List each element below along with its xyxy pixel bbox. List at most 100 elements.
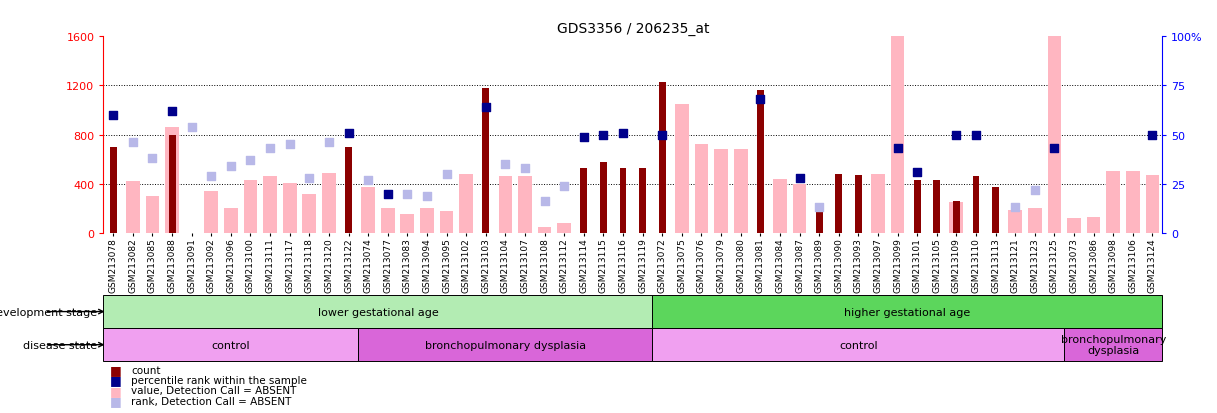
Point [162, 108, 181, 115]
Bar [675, 104, 689, 233]
Bar [695, 145, 708, 233]
Point [966, 132, 986, 139]
Point [1044, 146, 1064, 152]
Point [613, 130, 633, 137]
Bar [224, 209, 237, 233]
Point [947, 132, 966, 139]
Bar [792, 184, 807, 233]
Bar [166, 128, 179, 233]
Text: ■: ■ [110, 373, 122, 387]
Text: development stage: development stage [0, 307, 97, 317]
Point [103, 112, 123, 119]
Text: percentile rank within the sample: percentile rank within the sample [131, 375, 308, 385]
Point [574, 134, 594, 140]
Text: control: control [212, 340, 251, 350]
Bar [1064, 328, 1162, 361]
Point [338, 130, 358, 137]
Text: control: control [839, 340, 877, 350]
Point [515, 165, 534, 172]
Point [142, 155, 162, 162]
Bar [734, 150, 747, 233]
Bar [933, 180, 941, 233]
Bar [103, 328, 358, 361]
Text: ■: ■ [110, 363, 122, 376]
Bar [972, 177, 980, 233]
Bar [420, 209, 433, 233]
Point [183, 124, 202, 131]
Text: lower gestational age: lower gestational age [318, 307, 438, 317]
Bar [482, 89, 489, 233]
Point [476, 104, 495, 111]
Point [398, 191, 417, 197]
Bar [773, 179, 786, 233]
Bar [1126, 172, 1139, 233]
Bar [854, 176, 862, 233]
Bar [169, 135, 175, 233]
Text: ■: ■ [110, 384, 122, 397]
Bar [992, 188, 999, 233]
Bar [439, 211, 454, 233]
Bar [1048, 37, 1061, 233]
Bar [1028, 209, 1042, 233]
Bar [323, 173, 336, 233]
Bar [459, 174, 473, 233]
Point [241, 157, 260, 164]
Point [260, 146, 280, 152]
Bar [949, 203, 963, 233]
Bar [1009, 210, 1022, 233]
Point [495, 161, 515, 168]
Bar [204, 192, 218, 233]
Point [378, 191, 398, 197]
Text: ■: ■ [110, 394, 122, 407]
Bar [815, 211, 823, 233]
Text: value, Detection Call = ABSENT: value, Detection Call = ABSENT [131, 385, 297, 395]
Point [299, 175, 319, 182]
Point [1025, 187, 1044, 193]
Point [751, 97, 770, 103]
Bar [757, 91, 764, 233]
Bar [652, 295, 1162, 328]
Point [319, 140, 338, 146]
Point [437, 171, 456, 178]
Bar [518, 177, 532, 233]
Point [202, 173, 221, 180]
Bar [639, 169, 646, 233]
Bar [914, 180, 920, 233]
Text: bronchopulmonary dysplasia: bronchopulmonary dysplasia [425, 340, 585, 350]
Point [417, 193, 437, 199]
Point [358, 177, 377, 184]
Point [555, 183, 574, 190]
Text: disease state: disease state [23, 340, 97, 350]
Bar [835, 174, 842, 233]
Bar [619, 169, 627, 233]
Bar [871, 174, 885, 233]
Bar [538, 227, 551, 233]
Bar [581, 169, 588, 233]
Point [1143, 132, 1162, 139]
Point [123, 140, 142, 146]
Bar [658, 83, 666, 233]
Bar [346, 147, 352, 233]
Bar [891, 37, 904, 233]
Bar [103, 295, 652, 328]
Bar [361, 188, 375, 233]
Bar [953, 202, 960, 233]
Bar [282, 183, 297, 233]
Bar [714, 150, 728, 233]
Point [908, 169, 927, 176]
Bar [557, 223, 571, 233]
Bar [1087, 217, 1100, 233]
Bar [600, 162, 607, 233]
Bar [1067, 218, 1081, 233]
Bar [110, 147, 117, 233]
Point [887, 146, 907, 152]
Bar [263, 177, 277, 233]
Point [652, 132, 672, 139]
Text: count: count [131, 365, 161, 375]
Title: GDS3356 / 206235_at: GDS3356 / 206235_at [556, 22, 710, 36]
Bar [1145, 176, 1160, 233]
Text: higher gestational age: higher gestational age [845, 307, 970, 317]
Bar [146, 197, 159, 233]
Bar [1106, 172, 1120, 233]
Point [790, 175, 809, 182]
